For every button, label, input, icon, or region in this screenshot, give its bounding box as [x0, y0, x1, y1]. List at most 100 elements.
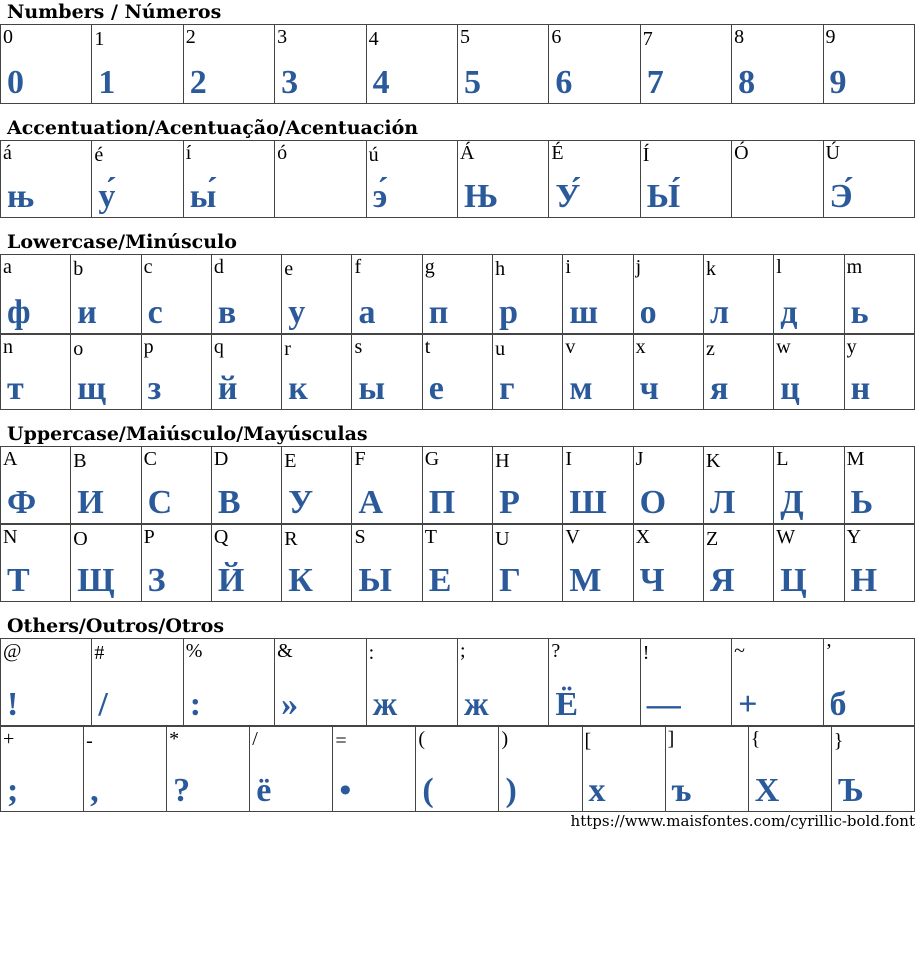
glyph-sample: Д: [780, 484, 804, 521]
glyph-sample: Т: [7, 562, 30, 599]
key-label: J: [635, 448, 644, 470]
key-label: 5: [459, 26, 470, 48]
glyph-sample: Г: [499, 562, 521, 599]
key-label: j: [635, 256, 642, 278]
key-label: {: [750, 728, 761, 750]
glyph-sample: /: [98, 686, 108, 723]
key-label: g: [424, 256, 435, 278]
key-label: O: [73, 528, 88, 550]
glyph-sample: щ: [77, 370, 107, 407]
glyph-sample: 0: [7, 64, 24, 101]
key-label: ?: [551, 640, 561, 662]
glyph-cell: %:: [182, 638, 276, 726]
glyph-cell: +;: [0, 726, 85, 812]
key-label: +: [3, 728, 15, 750]
glyph-sample: у: [288, 294, 306, 331]
key-label: &: [277, 640, 293, 662]
key-label: P: [143, 526, 155, 548]
glyph-sample: О: [639, 484, 667, 521]
glyph-sample: 6: [555, 64, 573, 101]
glyph-cell: Í Ы́: [639, 140, 733, 218]
glyph-sample: Ш: [569, 484, 607, 521]
key-label: 4: [368, 28, 379, 50]
key-label: W: [776, 526, 796, 548]
source-link[interactable]: https://www.maisfontes.com/cyrillic-bold…: [570, 812, 915, 830]
key-label: %: [185, 640, 203, 662]
glyph-sample: К: [288, 562, 313, 599]
key-label: z: [705, 338, 715, 360]
key-label: v: [565, 336, 576, 358]
key-label: U: [495, 528, 510, 550]
glyph-sample: Х: [754, 772, 780, 809]
key-label: d: [213, 256, 224, 278]
glyph-sample: В: [217, 484, 241, 521]
glyph-sample: 7: [646, 64, 664, 101]
glyph-sample: Л: [709, 484, 736, 521]
glyph-sample: ъ: [671, 772, 692, 809]
glyph-sample: е: [428, 370, 444, 407]
key-label: C: [143, 448, 157, 470]
glyph-sample: Ы́: [646, 178, 681, 215]
glyph-sample: Щ: [77, 562, 115, 599]
glyph-sample: (: [422, 772, 434, 809]
glyph-sample: н: [850, 370, 871, 407]
key-label: }: [833, 730, 844, 752]
glyph-sample: з: [147, 370, 162, 407]
key-label: =: [335, 730, 347, 752]
key-label: s: [354, 336, 363, 358]
glyph-sample: э́: [372, 178, 388, 215]
glyph-sample: ы: [358, 370, 386, 407]
key-label: H: [495, 450, 510, 472]
key-label: f: [354, 256, 362, 278]
key-label: u: [495, 338, 506, 360]
glyph-sample: Ц: [780, 562, 807, 599]
key-label: q: [213, 336, 224, 358]
glyph-grid: á њ é у́ í ы́ ó ú э́ Á Њ É У́ Í Ы́ Ó Ú Э́: [0, 140, 916, 218]
glyph-sample: ж: [372, 686, 398, 723]
glyph-sample: у́: [98, 178, 116, 215]
glyph-sample: ;: [7, 772, 19, 809]
glyph-sample: И: [77, 484, 104, 521]
glyph-cell: ú э́: [365, 140, 458, 218]
glyph-sample: ф: [7, 294, 31, 331]
glyph-sample: ш: [569, 294, 599, 331]
glyph-sample: х: [588, 772, 606, 809]
key-label: !: [642, 642, 650, 664]
key-label: B: [73, 450, 87, 472]
glyph-sample: 4: [372, 64, 390, 101]
glyph-cell: @!: [0, 638, 93, 726]
key-label: ]: [667, 728, 675, 750]
character-map: Numbers / Números 0 0 1 1 2 2 3 3 4 4 5 5 6 6 7 7 8 8 9 9 Acc…: [0, 1, 916, 812]
glyph-cell: ; ж: [456, 638, 550, 726]
glyph-sample: 5: [463, 64, 481, 101]
glyph-cell: )): [498, 726, 583, 812]
glyph-cell: Ó: [731, 140, 824, 218]
key-label: o: [73, 338, 84, 360]
